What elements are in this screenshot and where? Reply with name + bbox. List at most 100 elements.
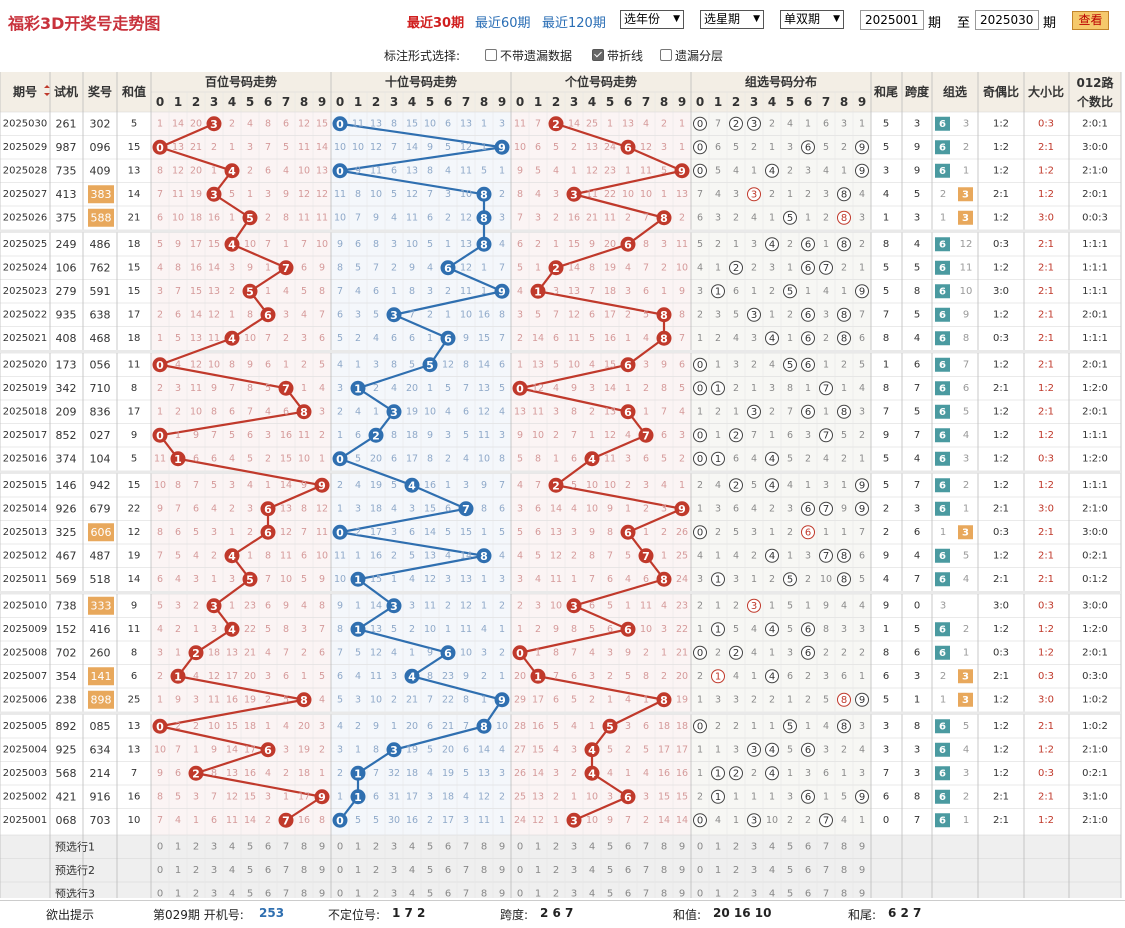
preselect-digit[interactable]: 6 [805, 841, 811, 852]
preselect-digit[interactable]: 3 [211, 841, 217, 852]
preselect-digit[interactable]: 3 [571, 888, 577, 898]
preselect-digit[interactable]: 0 [337, 865, 343, 876]
preselect-digit[interactable]: 4 [229, 841, 235, 852]
from-issue-input[interactable]: 2025001 [860, 10, 924, 30]
preselect-digit[interactable]: 5 [427, 841, 433, 852]
preselect-digit[interactable]: 6 [805, 865, 811, 876]
preselect-digit[interactable]: 1 [715, 865, 721, 876]
option-line[interactable]: 带折线 [592, 47, 643, 64]
preselect-digit[interactable]: 6 [445, 888, 451, 898]
period-120-link[interactable]: 最近120期 [542, 16, 606, 31]
preselect-digit[interactable]: 7 [823, 888, 829, 898]
preselect-digit[interactable]: 8 [481, 841, 487, 852]
preselect-digit[interactable]: 6 [805, 888, 811, 898]
preselect-digit[interactable]: 4 [409, 865, 415, 876]
parity-select[interactable]: 单双期 ▼ [780, 10, 844, 29]
preselect-digit[interactable]: 5 [247, 888, 253, 898]
preselect-digit[interactable]: 7 [823, 841, 829, 852]
preselect-digit[interactable]: 5 [787, 865, 793, 876]
preselect-digit[interactable]: 0 [697, 888, 703, 898]
preselect-digit[interactable]: 8 [481, 888, 487, 898]
preselect-digit[interactable]: 0 [157, 841, 163, 852]
preselect-digit[interactable]: 6 [625, 888, 631, 898]
preselect-digit[interactable]: 7 [643, 888, 649, 898]
preselect-digit[interactable]: 3 [211, 888, 217, 898]
preselect-digit[interactable]: 8 [841, 888, 847, 898]
preselect-digit[interactable]: 6 [445, 841, 451, 852]
preselect-digit[interactable]: 0 [157, 888, 163, 898]
preselect-digit[interactable]: 8 [301, 888, 307, 898]
preselect-digit[interactable]: 8 [661, 888, 667, 898]
preselect-digit[interactable]: 8 [301, 841, 307, 852]
preselect-digit[interactable]: 4 [409, 841, 415, 852]
preselect-digit[interactable]: 9 [679, 841, 685, 852]
preselect-digit[interactable]: 0 [337, 888, 343, 898]
preselect-digit[interactable]: 7 [643, 865, 649, 876]
preselect-digit[interactable]: 4 [589, 841, 595, 852]
preselect-digit[interactable]: 4 [229, 888, 235, 898]
preselect-digit[interactable]: 2 [733, 888, 739, 898]
preselect-digit[interactable]: 2 [733, 865, 739, 876]
preselect-digit[interactable]: 5 [787, 888, 793, 898]
preselect-digit[interactable]: 0 [697, 841, 703, 852]
preselect-digit[interactable]: 9 [499, 841, 505, 852]
preselect-digit[interactable]: 2 [193, 841, 199, 852]
option-no-miss[interactable]: 不带遗漏数据 [485, 47, 572, 64]
preselect-digit[interactable]: 2 [553, 888, 559, 898]
preselect-digit[interactable]: 2 [373, 841, 379, 852]
preselect-digit[interactable]: 8 [661, 841, 667, 852]
preselect-digit[interactable]: 6 [265, 841, 271, 852]
query-button[interactable]: 查看 [1072, 11, 1109, 30]
preselect-digit[interactable]: 3 [571, 841, 577, 852]
preselect-digit[interactable]: 4 [769, 841, 775, 852]
preselect-digit[interactable]: 7 [283, 865, 289, 876]
preselect-digit[interactable]: 9 [679, 888, 685, 898]
preselect-digit[interactable]: 9 [319, 865, 325, 876]
preselect-digit[interactable]: 0 [517, 888, 523, 898]
preselect-digit[interactable]: 2 [193, 888, 199, 898]
preselect-digit[interactable]: 2 [373, 888, 379, 898]
week-select[interactable]: 选星期 ▼ [700, 10, 764, 29]
preselect-digit[interactable]: 5 [427, 865, 433, 876]
preselect-digit[interactable]: 3 [751, 865, 757, 876]
preselect-digit[interactable]: 5 [247, 865, 253, 876]
preselect-digit[interactable]: 6 [265, 865, 271, 876]
preselect-digit[interactable]: 4 [769, 888, 775, 898]
preselect-digit[interactable]: 4 [769, 865, 775, 876]
preselect-digit[interactable]: 9 [859, 865, 865, 876]
preselect-digit[interactable]: 1 [355, 888, 361, 898]
preselect-digit[interactable]: 5 [607, 841, 613, 852]
checkbox-icon[interactable] [660, 49, 672, 61]
preselect-digit[interactable]: 9 [319, 841, 325, 852]
preselect-digit[interactable]: 7 [463, 888, 469, 898]
preselect-digit[interactable]: 6 [445, 865, 451, 876]
preselect-digit[interactable]: 8 [481, 865, 487, 876]
preselect-digit[interactable]: 1 [535, 865, 541, 876]
preselect-digit[interactable]: 7 [283, 888, 289, 898]
preselect-digit[interactable]: 1 [535, 888, 541, 898]
preselect-digit[interactable]: 6 [625, 841, 631, 852]
preselect-digit[interactable]: 2 [553, 841, 559, 852]
preselect-digit[interactable]: 0 [337, 841, 343, 852]
preselect-digit[interactable]: 1 [535, 841, 541, 852]
checkbox-icon[interactable] [485, 49, 497, 61]
preselect-digit[interactable]: 3 [211, 865, 217, 876]
preselect-digit[interactable]: 9 [679, 865, 685, 876]
preselect-digit[interactable]: 9 [319, 888, 325, 898]
preselect-digit[interactable]: 3 [391, 865, 397, 876]
preselect-digit[interactable]: 1 [175, 841, 181, 852]
preselect-digit[interactable]: 9 [859, 841, 865, 852]
preselect-digit[interactable]: 2 [733, 841, 739, 852]
preselect-digit[interactable]: 3 [391, 888, 397, 898]
preselect-digit[interactable]: 8 [661, 865, 667, 876]
preselect-digit[interactable]: 6 [625, 865, 631, 876]
preselect-digit[interactable]: 4 [229, 865, 235, 876]
preselect-digit[interactable]: 0 [517, 865, 523, 876]
preselect-digit[interactable]: 1 [355, 841, 361, 852]
preselect-digit[interactable]: 1 [355, 865, 361, 876]
to-issue-input[interactable]: 2025030 [975, 10, 1039, 30]
preselect-digit[interactable]: 6 [265, 888, 271, 898]
preselect-digit[interactable]: 7 [823, 865, 829, 876]
preselect-digit[interactable]: 0 [517, 841, 523, 852]
preselect-digit[interactable]: 1 [715, 888, 721, 898]
